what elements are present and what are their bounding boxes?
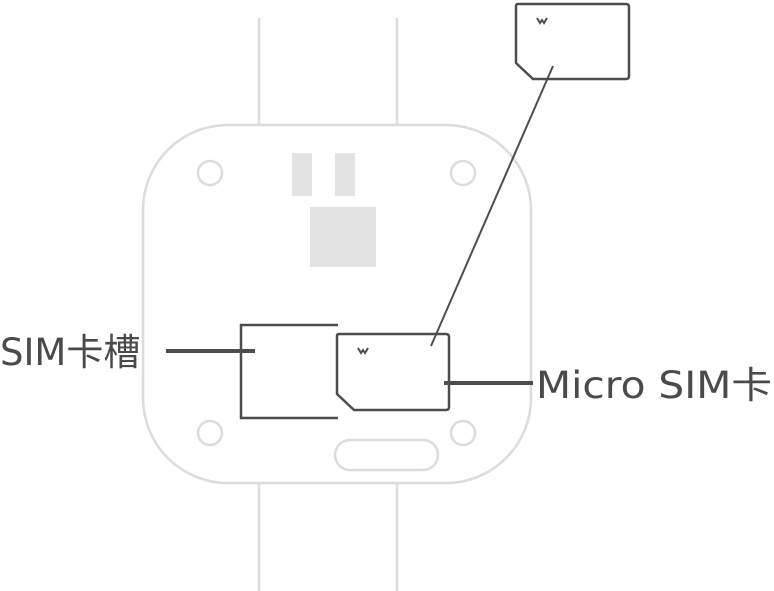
contact-pad-right [335, 153, 355, 196]
screw-hole-top-right [449, 159, 477, 187]
screw-hole-bottom-right [449, 419, 477, 447]
label-sim-slot: SIM卡槽 [0, 331, 140, 374]
watch-strap-bottom [257, 483, 399, 591]
watch-strap-top [257, 18, 399, 126]
charging-port [333, 438, 440, 472]
micro-sim-card-floating [514, 2, 631, 81]
label-micro-sim: Micro SIM卡 [536, 364, 772, 407]
screw-hole-top-left [196, 159, 224, 187]
sim-chip-mark-floating [536, 17, 548, 25]
contact-pad-large [310, 207, 376, 267]
insertion-guide-line [430, 65, 554, 347]
screw-hole-bottom-left [196, 419, 224, 447]
sim-chip-mark-inserted [357, 347, 369, 355]
contact-pad-left [292, 153, 312, 196]
sim-slot [239, 323, 338, 420]
